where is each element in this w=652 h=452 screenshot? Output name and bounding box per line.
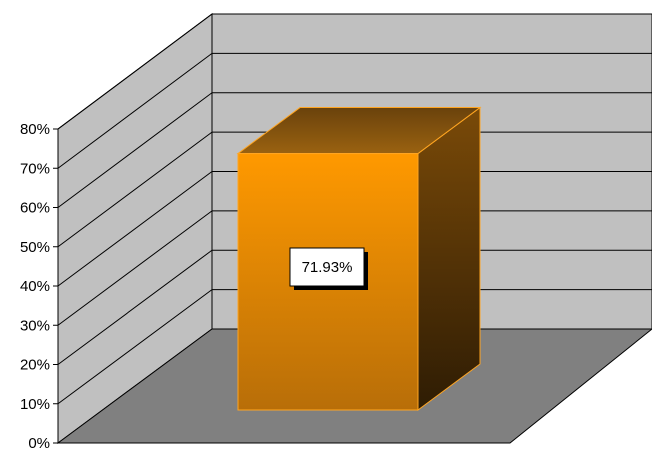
y-tick-label: 20% xyxy=(20,357,50,374)
y-tick-label: 40% xyxy=(20,278,50,295)
gridline-side xyxy=(57,171,213,287)
gridline-side xyxy=(57,131,213,248)
y-axis-tick-labels: 0% 10% 20% 30% 40% 50% 60% 70% 80% xyxy=(20,121,59,452)
y-tick-label: 80% xyxy=(20,121,50,138)
gridline-side xyxy=(57,13,213,130)
bars: 71.93% xyxy=(236,106,482,411)
y-tick-label: 50% xyxy=(20,239,50,256)
y-tick-label: 70% xyxy=(20,160,50,177)
y-tick-label: 30% xyxy=(20,317,50,334)
data-label: 71.93% xyxy=(289,247,368,290)
y-tick-label: 60% xyxy=(20,200,50,217)
gridline-side xyxy=(57,289,213,405)
y-tick-label: 0% xyxy=(28,435,50,452)
gridline-side xyxy=(57,92,213,208)
gridline-side xyxy=(57,52,213,169)
y-tick-label: 10% xyxy=(20,396,50,413)
gridline-side xyxy=(57,249,213,365)
bar-side-face xyxy=(417,106,481,411)
data-label-text: 71.93% xyxy=(302,259,353,276)
gridline-side xyxy=(57,210,213,326)
